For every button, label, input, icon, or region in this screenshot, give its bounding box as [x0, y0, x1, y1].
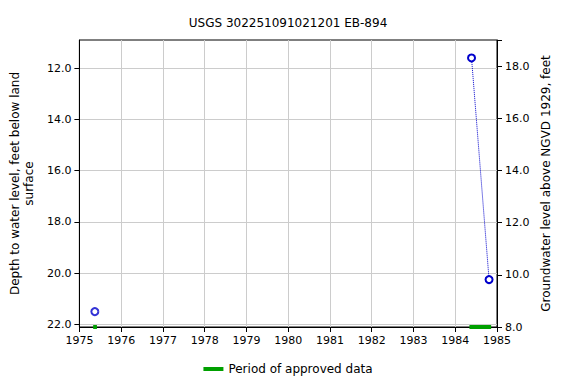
svg-text:12.0: 12.0 — [47, 62, 72, 75]
svg-text:14.0: 14.0 — [505, 164, 530, 177]
svg-text:22.0: 22.0 — [47, 318, 72, 331]
svg-text:1984: 1984 — [441, 334, 469, 347]
svg-text:1976: 1976 — [107, 334, 135, 347]
svg-text:18.0: 18.0 — [47, 215, 72, 228]
svg-text:16.0: 16.0 — [47, 164, 72, 177]
svg-text:USGS 302251091021201 EB-894: USGS 302251091021201 EB-894 — [189, 16, 388, 30]
svg-text:12.0: 12.0 — [505, 216, 530, 229]
svg-text:8.0: 8.0 — [505, 321, 523, 334]
svg-text:1978: 1978 — [191, 334, 219, 347]
svg-text:Depth to water level, feet bel: Depth to water level, feet below land — [8, 72, 22, 295]
svg-text:1980: 1980 — [274, 334, 302, 347]
svg-text:1983: 1983 — [399, 334, 427, 347]
svg-text:18.0: 18.0 — [505, 60, 530, 73]
svg-text:Period of approved data: Period of approved data — [228, 362, 372, 376]
svg-text:10.0: 10.0 — [505, 268, 530, 281]
svg-text:1981: 1981 — [316, 334, 344, 347]
svg-text:Groundwater level above NGVD 1: Groundwater level above NGVD 1929, feet — [539, 55, 553, 312]
svg-text:16.0: 16.0 — [505, 112, 530, 125]
svg-text:1977: 1977 — [149, 334, 177, 347]
svg-text:surface: surface — [22, 161, 36, 205]
svg-text:14.0: 14.0 — [47, 113, 72, 126]
svg-text:1975: 1975 — [65, 334, 93, 347]
svg-text:1979: 1979 — [232, 334, 260, 347]
svg-text:1985: 1985 — [483, 334, 511, 347]
svg-text:20.0: 20.0 — [47, 267, 72, 280]
svg-text:1982: 1982 — [358, 334, 386, 347]
